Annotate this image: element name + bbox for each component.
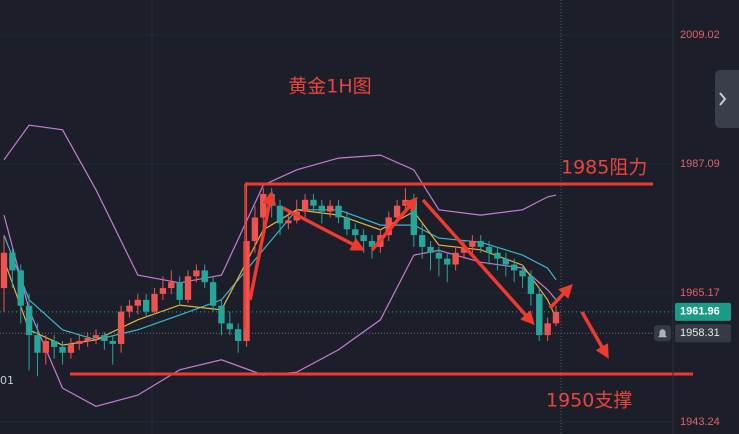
candle-body (393, 205, 401, 218)
y-tick-label: 1987.09 (680, 158, 720, 170)
candle-body (184, 276, 192, 300)
candle-body (243, 241, 250, 341)
candle-body (218, 305, 225, 324)
candle-body (527, 276, 535, 294)
candle-body (92, 335, 100, 339)
candle-body (301, 199, 309, 212)
candle-body (419, 235, 426, 247)
candle-body (469, 241, 476, 247)
candle-body (435, 252, 443, 259)
candle-body (276, 205, 284, 224)
arrow (580, 311, 609, 359)
candle-body (402, 199, 409, 206)
candle-body (327, 205, 334, 212)
y-tick-label: 1965.17 (680, 287, 720, 299)
candle-body (84, 338, 91, 341)
candle-body (368, 241, 376, 247)
candle-body (343, 217, 351, 230)
candle-body (360, 235, 367, 241)
crosshair-label: 1958.31 (680, 327, 720, 339)
expand-button-bg[interactable] (715, 70, 739, 128)
candle-body (143, 299, 150, 312)
candle-body (209, 282, 217, 306)
support-note: 1950支撑 (546, 390, 632, 412)
candle-body (42, 341, 49, 353)
candle-body (511, 264, 518, 271)
candle-body (25, 305, 33, 336)
candle-body (485, 246, 493, 253)
candle-body (17, 270, 24, 306)
resistance-note: 1985阻力 (561, 157, 647, 179)
candle-body (126, 305, 133, 312)
candle-body (452, 252, 459, 265)
candle-body (34, 335, 41, 353)
bell-icon (658, 329, 667, 338)
last-price-label: 1961.96 (680, 306, 720, 318)
candle-body (260, 193, 267, 218)
plot (0, 0, 673, 434)
candle-body (352, 229, 359, 236)
candle-body (494, 252, 501, 259)
candle-body (201, 270, 208, 283)
candle-body (151, 293, 158, 312)
arrows (248, 190, 609, 359)
candle-body (168, 282, 175, 289)
candle-body (159, 288, 167, 294)
chevron-icon[interactable] (719, 92, 727, 106)
indicator-line (3, 124, 557, 284)
candle-body (134, 299, 141, 306)
candle-body (235, 329, 242, 341)
arrow (370, 196, 418, 252)
candle-body (193, 270, 200, 277)
candle-body (101, 335, 108, 341)
candle-body (427, 246, 434, 253)
candle-body (335, 205, 342, 218)
candle-body (310, 199, 317, 206)
candle-body (318, 205, 325, 212)
last-price-tag (675, 302, 731, 321)
candle-body (251, 217, 259, 241)
candle-body (117, 311, 125, 344)
price-axis: 1943.24 1965.17 1987.09 2009.02 1961.96 1958.… (654, 29, 731, 428)
candle-body (9, 252, 16, 271)
y-tick-label: 2009.02 (680, 29, 720, 41)
candle-body (109, 341, 116, 344)
arrow (421, 198, 535, 326)
candle-body (226, 323, 233, 330)
candle-body (444, 258, 451, 265)
candle-body (385, 217, 392, 236)
candle-body (51, 341, 58, 347)
candle-body (544, 323, 551, 336)
candle-body (0, 252, 8, 289)
candle-body (285, 220, 292, 224)
arrow (548, 283, 573, 310)
expand-button[interactable] (715, 70, 739, 128)
candle-body (536, 293, 543, 336)
crosshair-tag (675, 324, 731, 343)
candle-body (502, 258, 509, 265)
y-tick-label: 1943.24 (680, 416, 720, 428)
candle-body (477, 241, 484, 247)
indicator-line (3, 214, 557, 407)
candle-body (76, 341, 83, 344)
arrow (248, 190, 277, 301)
candle-body (460, 246, 468, 253)
edge-label: 01 (0, 374, 14, 387)
candle-body (552, 311, 560, 324)
chart-title: 黄金1H图 (288, 76, 371, 98)
candle-body (176, 282, 183, 300)
arrow (282, 206, 365, 251)
candle-body (67, 343, 75, 353)
candle-body (59, 346, 66, 353)
candle-body (519, 270, 526, 277)
candle-body (410, 199, 417, 236)
